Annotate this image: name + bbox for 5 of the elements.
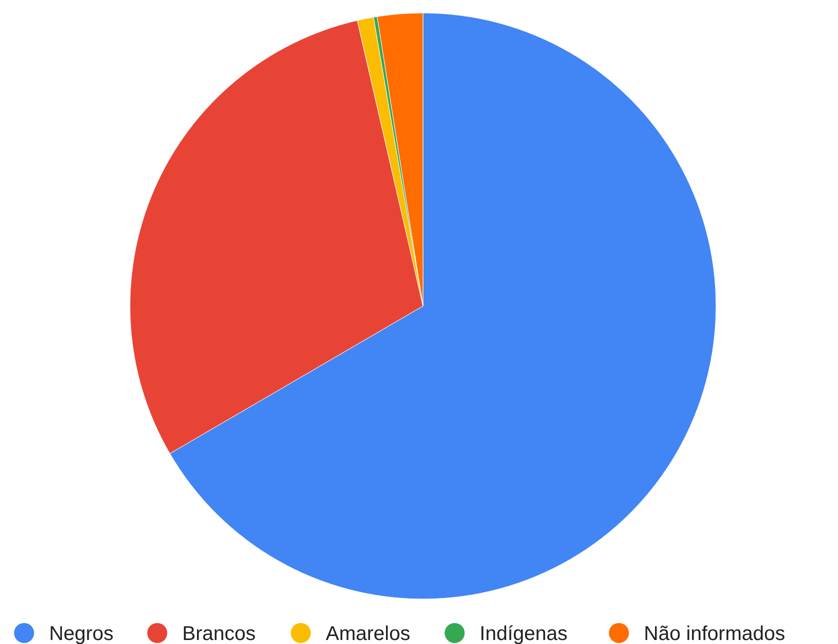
legend-label: Não informados <box>644 623 786 644</box>
legend-label: Amarelos <box>326 623 410 644</box>
legend-label: Negros <box>49 623 114 644</box>
legend-label: Indígenas <box>480 623 568 644</box>
legend-label: Brancos <box>182 623 256 644</box>
